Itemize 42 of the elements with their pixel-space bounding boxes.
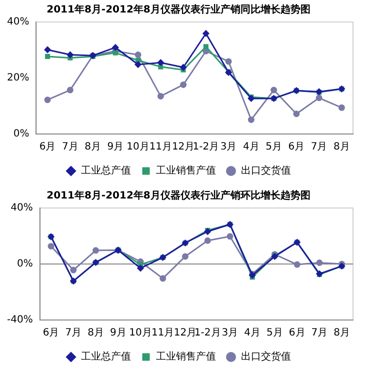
x-tick-label: 4月 [244, 328, 261, 339]
legend-label: 工业销售产值 [156, 164, 216, 177]
legend-label: 工业销售产值 [156, 350, 216, 363]
y-tick-label: 0% [13, 128, 30, 140]
x-tick-label: 5月 [266, 328, 283, 339]
legend-label: 工业总产值 [81, 164, 131, 177]
x-tick-label: 1-2月 [194, 328, 221, 339]
x-tick-label: 1-2月 [192, 142, 220, 153]
x-tick-label: 7月 [62, 142, 78, 153]
y-tick-label: 40% [6, 16, 30, 28]
x-tick-label: 6月 [39, 142, 56, 153]
y-tick-label: 40% [10, 202, 33, 214]
y-tick-label: -40% [6, 314, 33, 326]
x-tick-label: 6月 [42, 328, 60, 339]
x-tick-label: 5月 [266, 142, 282, 153]
y-tick-label: 0% [16, 258, 33, 270]
x-tick-label: 7月 [310, 142, 328, 153]
x-tick-label: 6月 [288, 328, 306, 339]
x-tick-label: 9月 [110, 328, 126, 339]
x-tick-label: 12月 [172, 142, 195, 153]
chart-title: 2011年8月-2012年8月仪器仪表行业产销环比增长趋势图 [46, 190, 310, 202]
chart-title: 2011年8月-2012年8月仪器仪表行业产销同比增长趋势图 [46, 4, 310, 16]
x-tick-label: 11月 [149, 142, 172, 153]
x-tick-label: 3月 [222, 328, 238, 339]
x-tick-label: 8月 [84, 142, 101, 153]
legend-label: 工业总产值 [81, 350, 131, 363]
x-tick-label: 4月 [242, 142, 260, 153]
x-tick-label: 11月 [151, 328, 174, 339]
legend-label: 出口交货值 [241, 350, 291, 363]
x-tick-label: 8月 [334, 142, 350, 153]
y-tick-label: 20% [6, 72, 30, 84]
x-tick-label: 8月 [88, 328, 104, 339]
x-tick-label: 7月 [65, 328, 82, 339]
legend-label: 出口交货值 [241, 164, 291, 177]
x-tick-label: 3月 [220, 142, 237, 153]
x-tick-label: 6月 [288, 142, 305, 153]
x-tick-label: 12月 [174, 328, 197, 339]
x-tick-label: 9月 [107, 142, 124, 153]
x-tick-label: 8月 [334, 328, 350, 339]
x-tick-label: 10月 [129, 328, 152, 339]
x-tick-label: 10月 [126, 142, 150, 153]
x-tick-label: 7月 [311, 328, 328, 339]
